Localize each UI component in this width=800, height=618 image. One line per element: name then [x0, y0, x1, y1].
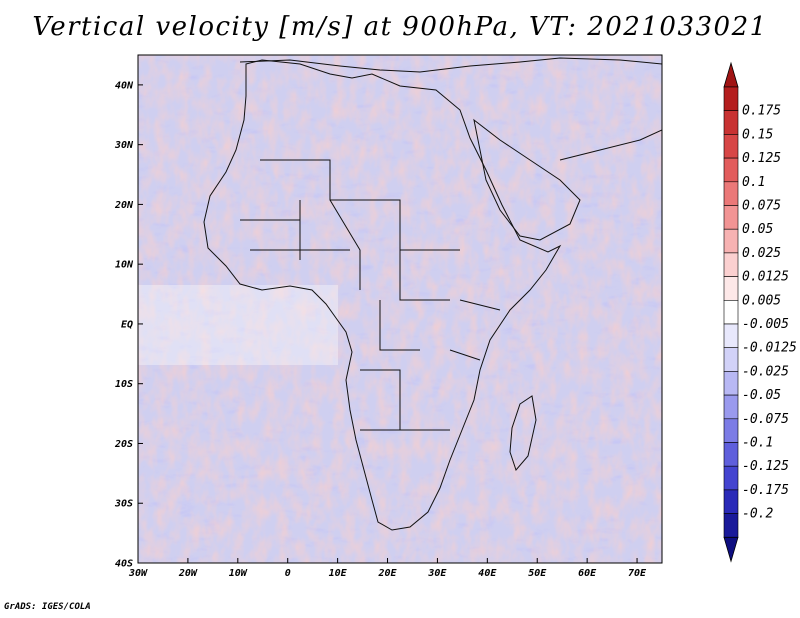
colorbar-label: 0.1	[742, 175, 765, 190]
colorbar: 0.175 0.15 0.125 0.1 0.075 0.05 0.025 0.0125 0.0…	[723, 61, 797, 563]
colorbar-bin	[723, 323, 739, 349]
velocity-field	[138, 55, 662, 563]
lon-tick-label: 30E	[427, 568, 447, 579]
colorbar-label: -0.05	[742, 388, 781, 403]
colorbar-label: -0.175	[742, 483, 789, 498]
lon-tick-label: 20W	[178, 568, 198, 579]
colorbar-bin	[723, 205, 739, 230]
lat-tick-label: 30N	[114, 140, 134, 151]
arabia-coastline	[473, 118, 581, 241]
lat-tick-label: 40S	[115, 559, 133, 570]
colorbar-label: 0.05	[742, 222, 773, 237]
europe-coastline	[239, 57, 662, 73]
colorbar-bin	[723, 394, 739, 420]
lat-tick-label: 10N	[115, 260, 134, 271]
lon-tick-label: 40E	[478, 568, 497, 579]
lat-tick-label: 20N	[114, 200, 134, 211]
colorbar-bin	[723, 276, 739, 301]
colorbar-bin	[723, 442, 739, 467]
colorbar-label: 0.15	[742, 127, 773, 142]
colorbar-label: -0.125	[742, 459, 789, 474]
longitude-axis: 30W 20W 10W 0 10E 20E 30E 40E 50E 60E 70E	[128, 558, 647, 579]
coastlines-and-borders	[203, 57, 662, 531]
lon-tick-label: 70E	[628, 568, 647, 579]
colorbar-label: -0.025	[742, 364, 789, 379]
map-title: Vertical velocity [m/s] at 900hPa, VT: 2…	[32, 12, 768, 42]
border-lines	[240, 159, 501, 431]
colorbar-bin	[723, 489, 739, 514]
colorbar-bin	[723, 110, 739, 135]
lon-tick-label: 30W	[128, 568, 148, 579]
colorbar-bin	[723, 465, 739, 491]
plot-frame	[137, 54, 663, 564]
colorbar-bin	[723, 513, 739, 538]
colorbar-bin	[723, 371, 739, 396]
lat-tick-label: EQ	[121, 319, 133, 330]
colorbar-label: 0.075	[742, 199, 781, 214]
lat-tick-label: 10S	[115, 379, 133, 390]
middle-east-coastline	[559, 129, 662, 161]
colorbar-bin	[723, 228, 739, 254]
lon-tick-label: 10W	[229, 568, 248, 579]
lon-tick-label: 0	[285, 568, 291, 579]
africa-coastline	[203, 59, 562, 531]
colorbar-bin	[723, 181, 739, 206]
colorbar-label: -0.075	[742, 412, 789, 427]
lat-tick-label: 40N	[115, 80, 134, 91]
lat-tick-label: 30S	[114, 499, 133, 510]
lon-tick-label: 20E	[377, 568, 397, 579]
colorbar-bin	[723, 157, 739, 183]
colorbar-bin	[723, 418, 739, 443]
lon-tick-label: 50E	[528, 568, 547, 579]
colorbar-label: -0.0125	[742, 341, 797, 356]
colorbar-bin	[723, 86, 739, 112]
colorbar-label: 0.005	[742, 293, 781, 308]
madagascar-coastline	[509, 395, 537, 471]
colorbar-label: -0.1	[742, 436, 773, 451]
colorbar-label: 0.0125	[742, 270, 789, 285]
colorbar-label: 0.175	[742, 104, 781, 119]
lat-tick-label: 20S	[114, 439, 133, 450]
lon-tick-label: 10E	[329, 568, 348, 579]
latitude-axis: 40N 30N 20N 10N EQ 10S 20S 30S 40S	[114, 80, 143, 570]
lon-tick-label: 60E	[578, 568, 597, 579]
colorbar-bin	[723, 134, 739, 159]
colorbar-label: -0.2	[742, 507, 773, 522]
colorbar-label: 0.025	[742, 246, 781, 261]
colorbar-label: 0.125	[742, 151, 781, 166]
colorbar-bin	[723, 347, 739, 372]
colorbar-bin	[723, 299, 739, 325]
colorbar-bottom-arrow	[723, 536, 739, 563]
colorbar-label: -0.005	[742, 317, 789, 332]
colorbar-bin	[723, 252, 739, 277]
grads-credit: GrADS: IGES/COLA	[4, 602, 91, 612]
colorbar-top-arrow	[723, 61, 739, 88]
